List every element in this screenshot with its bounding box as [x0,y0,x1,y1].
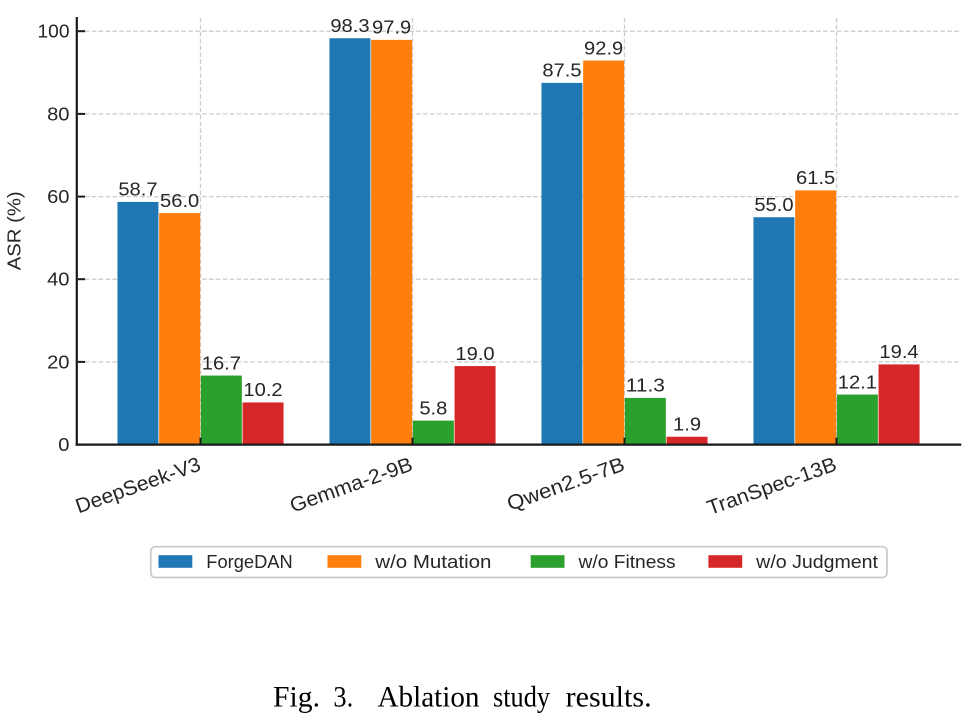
svg-text:80: 80 [47,103,69,124]
svg-text:60: 60 [47,186,69,207]
svg-text:92.9: 92.9 [584,37,623,58]
svg-text:61.5: 61.5 [796,167,835,188]
svg-text:40: 40 [47,269,69,290]
svg-text:100: 100 [38,21,70,42]
svg-text:5.8: 5.8 [419,397,447,418]
svg-text:19.4: 19.4 [879,341,918,362]
svg-text:1.9: 1.9 [673,413,701,434]
svg-text:ASR (%): ASR (%) [4,191,25,270]
svg-text:10.2: 10.2 [243,379,282,400]
svg-text:98.3: 98.3 [330,15,369,36]
svg-text:55.0: 55.0 [754,194,793,215]
svg-text:11.3: 11.3 [626,375,665,396]
svg-text:20: 20 [47,351,69,372]
svg-text:56.0: 56.0 [160,190,199,211]
svg-text:87.5: 87.5 [542,60,581,81]
svg-text:19.0: 19.0 [455,343,494,364]
svg-text:w/o Judgment: w/o Judgment [755,551,878,572]
svg-text:16.7: 16.7 [202,352,241,373]
svg-text:ForgeDAN: ForgeDAN [206,551,292,572]
svg-text:58.7: 58.7 [118,179,157,200]
svg-text:0: 0 [58,434,69,455]
svg-text:w/o Mutation: w/o Mutation [374,551,491,572]
svg-text:w/o Fitness: w/o Fitness [577,551,675,572]
svg-text:12.1: 12.1 [838,371,877,392]
svg-text:97.9: 97.9 [372,17,411,38]
